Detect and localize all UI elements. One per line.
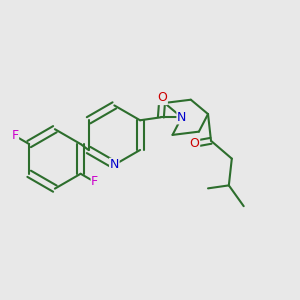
Text: O: O bbox=[158, 92, 167, 104]
Text: F: F bbox=[91, 176, 98, 188]
Text: F: F bbox=[11, 129, 19, 142]
Text: N: N bbox=[177, 111, 186, 124]
Text: O: O bbox=[190, 137, 200, 150]
Text: N: N bbox=[110, 158, 119, 171]
